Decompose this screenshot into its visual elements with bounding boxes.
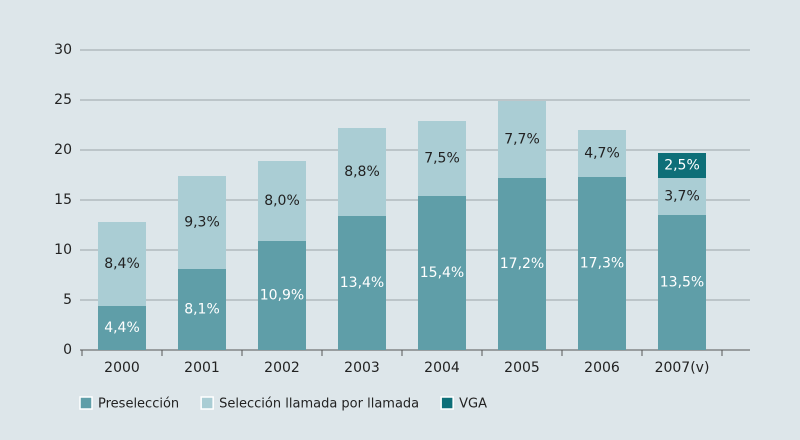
- x-tick-label: 2005: [504, 360, 540, 376]
- bar-segment: [578, 177, 626, 350]
- bar-segment: [418, 121, 466, 196]
- y-tick-label: 25: [54, 92, 72, 108]
- x-tick-label: 2007(v): [655, 360, 710, 376]
- bar-segment: [658, 215, 706, 350]
- value-label: 4,4%: [104, 320, 140, 336]
- bar-segment: [258, 241, 306, 350]
- bar-segment: [258, 161, 306, 241]
- bar-segment: [178, 269, 226, 350]
- value-label: 13,4%: [340, 275, 384, 291]
- x-tick-label: 2000: [104, 360, 140, 376]
- legend-swatch: [440, 396, 454, 410]
- bar-segment: [98, 222, 146, 306]
- value-label: 8,1%: [184, 302, 220, 318]
- y-tick-label: 10: [54, 242, 72, 258]
- value-label: 2,5%: [664, 158, 700, 174]
- bar-segment: [658, 153, 706, 178]
- value-label: 13,5%: [660, 275, 704, 291]
- x-tick-label: 2001: [184, 360, 220, 376]
- legend-swatch: [79, 396, 93, 410]
- value-label: 8,8%: [344, 164, 380, 180]
- bar-segment: [578, 130, 626, 177]
- x-tick-label: 2003: [344, 360, 380, 376]
- y-tick-label: 15: [54, 192, 72, 208]
- x-tick-label: 2004: [424, 360, 460, 376]
- value-label: 8,0%: [264, 193, 300, 209]
- bar-segment: [338, 216, 386, 350]
- value-label: 7,7%: [504, 132, 540, 148]
- value-label: 9,3%: [184, 215, 220, 231]
- y-tick-label: 20: [54, 142, 72, 158]
- value-label: 17,3%: [580, 256, 624, 272]
- bar-segment: [498, 101, 546, 178]
- bar-segment: [498, 178, 546, 350]
- y-tick-label: 5: [63, 292, 72, 308]
- legend-swatch: [200, 396, 214, 410]
- y-tick-label: 0: [63, 342, 72, 358]
- x-tick-label: 2006: [584, 360, 620, 376]
- x-tick-label: 2002: [264, 360, 300, 376]
- bar-segment: [98, 306, 146, 350]
- value-label: 3,7%: [664, 189, 700, 205]
- bar-segment: [338, 128, 386, 216]
- legend-label: VGA: [459, 397, 487, 412]
- value-label: 15,4%: [420, 265, 464, 281]
- y-tick-label: 30: [54, 42, 72, 58]
- legend-label: Preselección: [98, 397, 179, 412]
- legend-label: Selección llamada por llamada: [219, 397, 419, 412]
- value-label: 4,7%: [584, 146, 620, 162]
- value-label: 8,4%: [104, 256, 140, 272]
- bar-segment: [658, 178, 706, 215]
- value-label: 7,5%: [424, 151, 460, 167]
- bar-segment: [418, 196, 466, 350]
- value-label: 17,2%: [500, 256, 544, 272]
- value-label: 10,9%: [260, 288, 304, 304]
- bar-segment: [178, 176, 226, 269]
